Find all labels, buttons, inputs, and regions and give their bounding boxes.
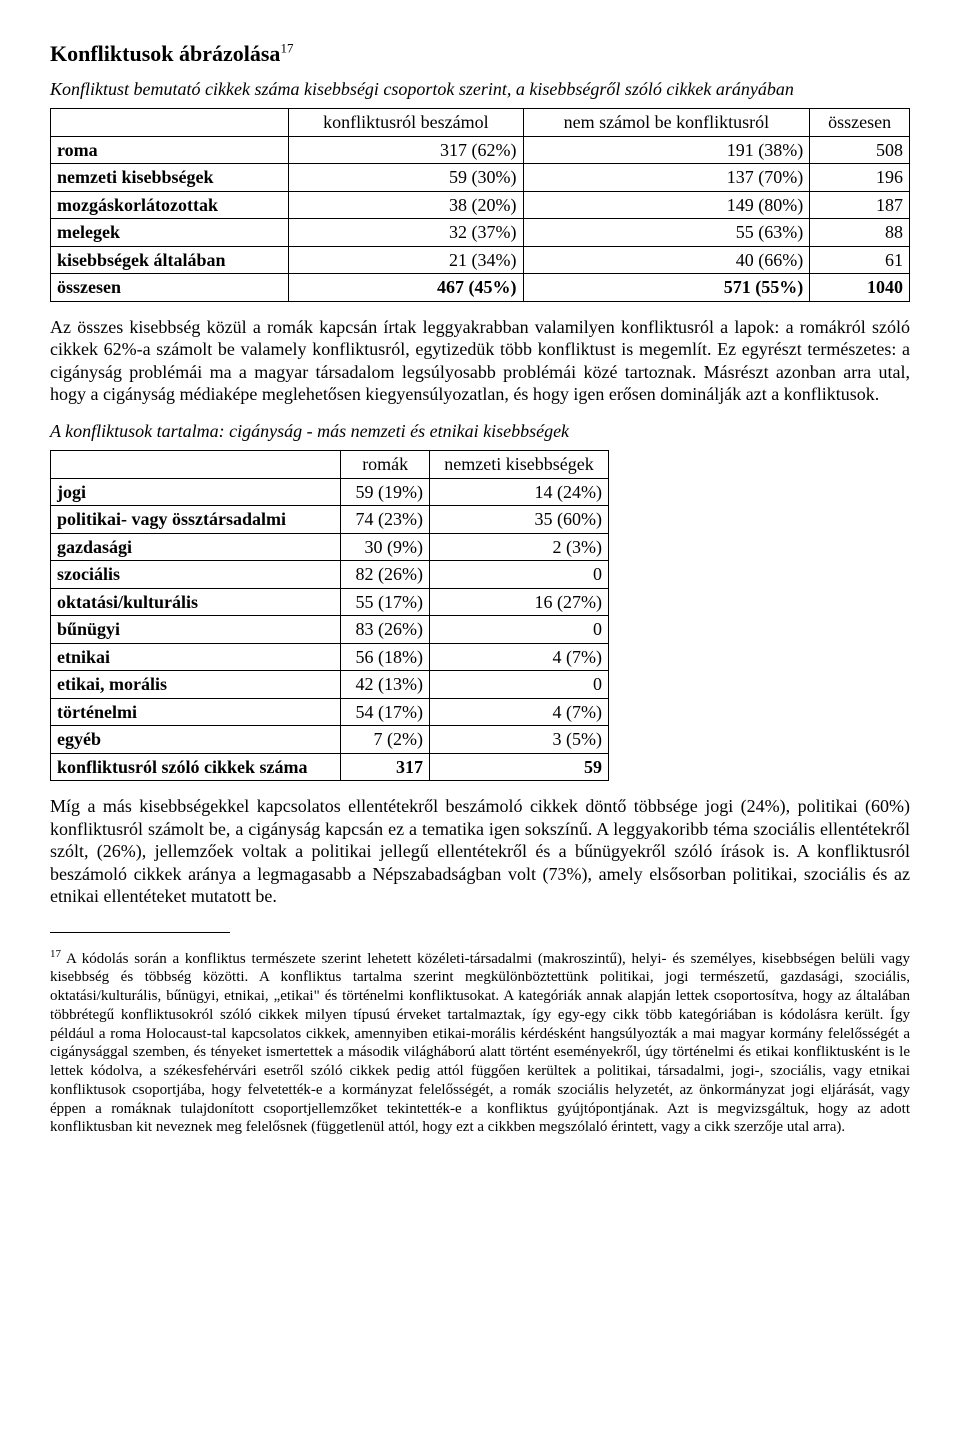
- table-cell: 32 (37%): [289, 219, 523, 247]
- table-cell: 21 (34%): [289, 246, 523, 274]
- table-cell: 0: [430, 671, 609, 699]
- table-cell: 196: [810, 164, 910, 192]
- table-cell: 317 (62%): [289, 136, 523, 164]
- subtitle-2: A konfliktusok tartalma: cigányság - más…: [50, 420, 910, 443]
- table-cell: 55 (63%): [523, 219, 810, 247]
- table-cell: kisebbségek általában: [51, 246, 289, 274]
- table-cell: 59 (30%): [289, 164, 523, 192]
- subtitle-1: Konfliktust bemutató cikkek száma kisebb…: [50, 78, 910, 101]
- table-header-cell: [51, 451, 341, 479]
- table-cell: mozgáskorlátozottak: [51, 191, 289, 219]
- table-row: jogi 59 (19%) 14 (24%): [51, 478, 609, 506]
- table-header-cell: nemzeti kisebbségek: [430, 451, 609, 479]
- table-cell: oktatási/kulturális: [51, 588, 341, 616]
- title-footnote-mark: 17: [280, 41, 293, 56]
- table-header-cell: konfliktusról beszámol: [289, 109, 523, 137]
- footnote-17: 17 A kódolás során a konfliktus természe…: [50, 948, 910, 1138]
- table-cell: 4 (7%): [430, 698, 609, 726]
- table-header-row: romák nemzeti kisebbségek: [51, 451, 609, 479]
- table-cell: 59: [430, 753, 609, 781]
- table-row: konfliktusról szóló cikkek száma 317 59: [51, 753, 609, 781]
- table-cell: 61: [810, 246, 910, 274]
- table-row: mozgáskorlátozottak 38 (20%) 149 (80%) 1…: [51, 191, 910, 219]
- table-cell: 317: [341, 753, 430, 781]
- table-cell: 0: [430, 561, 609, 589]
- table-header-cell: romák: [341, 451, 430, 479]
- table-row: etnikai 56 (18%) 4 (7%): [51, 643, 609, 671]
- table-cell: 56 (18%): [341, 643, 430, 671]
- table-cell: egyéb: [51, 726, 341, 754]
- table-cell: 191 (38%): [523, 136, 810, 164]
- table-cell: összesen: [51, 274, 289, 302]
- table-conflict-content: romák nemzeti kisebbségek jogi 59 (19%) …: [50, 450, 609, 781]
- table-cell: konfliktusról szóló cikkek száma: [51, 753, 341, 781]
- table-conflict-groups: konfliktusról beszámol nem számol be kon…: [50, 108, 910, 302]
- table-header-cell: [51, 109, 289, 137]
- table-row: történelmi 54 (17%) 4 (7%): [51, 698, 609, 726]
- table-row: melegek 32 (37%) 55 (63%) 88: [51, 219, 910, 247]
- table-cell: 30 (9%): [341, 533, 430, 561]
- table-cell: történelmi: [51, 698, 341, 726]
- table-cell: 1040: [810, 274, 910, 302]
- table-cell: 35 (60%): [430, 506, 609, 534]
- footnote-text: A kódolás során a konfliktus természete …: [50, 951, 910, 1136]
- table-cell: 74 (23%): [341, 506, 430, 534]
- table-cell: melegek: [51, 219, 289, 247]
- table-cell: nemzeti kisebbségek: [51, 164, 289, 192]
- table-row: gazdasági 30 (9%) 2 (3%): [51, 533, 609, 561]
- title-text: Konfliktusok ábrázolása: [50, 41, 280, 66]
- table-cell: 38 (20%): [289, 191, 523, 219]
- footnote-separator: [50, 932, 230, 933]
- table-cell: 88: [810, 219, 910, 247]
- table-header-row: konfliktusról beszámol nem számol be kon…: [51, 109, 910, 137]
- table-header-cell: összesen: [810, 109, 910, 137]
- page-title: Konfliktusok ábrázolása17: [50, 40, 910, 68]
- table-cell: 571 (55%): [523, 274, 810, 302]
- table-cell: 42 (13%): [341, 671, 430, 699]
- table-row: összesen 467 (45%) 571 (55%) 1040: [51, 274, 910, 302]
- table-cell: politikai- vagy össztársadalmi: [51, 506, 341, 534]
- table-cell: 55 (17%): [341, 588, 430, 616]
- table-cell: gazdasági: [51, 533, 341, 561]
- table-cell: 83 (26%): [341, 616, 430, 644]
- table-cell: 54 (17%): [341, 698, 430, 726]
- footnote-mark: 17: [50, 948, 61, 960]
- table-cell: szociális: [51, 561, 341, 589]
- table-row: etikai, morális 42 (13%) 0: [51, 671, 609, 699]
- table-cell: 7 (2%): [341, 726, 430, 754]
- table-row: nemzeti kisebbségek 59 (30%) 137 (70%) 1…: [51, 164, 910, 192]
- table-cell: jogi: [51, 478, 341, 506]
- table-row: szociális 82 (26%) 0: [51, 561, 609, 589]
- table-cell: etikai, morális: [51, 671, 341, 699]
- table-cell: 59 (19%): [341, 478, 430, 506]
- table-cell: 508: [810, 136, 910, 164]
- table-cell: 467 (45%): [289, 274, 523, 302]
- table-header-cell: nem számol be konfliktusról: [523, 109, 810, 137]
- table-row: bűnügyi 83 (26%) 0: [51, 616, 609, 644]
- table-cell: 3 (5%): [430, 726, 609, 754]
- table-cell: 149 (80%): [523, 191, 810, 219]
- table-cell: 2 (3%): [430, 533, 609, 561]
- table-cell: roma: [51, 136, 289, 164]
- table-cell: etnikai: [51, 643, 341, 671]
- table-cell: 14 (24%): [430, 478, 609, 506]
- table-row: kisebbségek általában 21 (34%) 40 (66%) …: [51, 246, 910, 274]
- table-cell: 0: [430, 616, 609, 644]
- table-cell: 82 (26%): [341, 561, 430, 589]
- table-row: egyéb 7 (2%) 3 (5%): [51, 726, 609, 754]
- table-row: roma 317 (62%) 191 (38%) 508: [51, 136, 910, 164]
- paragraph-2: Míg a más kisebbségekkel kapcsolatos ell…: [50, 795, 910, 908]
- table-cell: 4 (7%): [430, 643, 609, 671]
- table-row: politikai- vagy össztársadalmi 74 (23%) …: [51, 506, 609, 534]
- table-cell: 187: [810, 191, 910, 219]
- table-cell: 137 (70%): [523, 164, 810, 192]
- table-cell: 40 (66%): [523, 246, 810, 274]
- table-row: oktatási/kulturális 55 (17%) 16 (27%): [51, 588, 609, 616]
- table-cell: 16 (27%): [430, 588, 609, 616]
- table-cell: bűnügyi: [51, 616, 341, 644]
- paragraph-1: Az összes kisebbség közül a romák kapcsá…: [50, 316, 910, 406]
